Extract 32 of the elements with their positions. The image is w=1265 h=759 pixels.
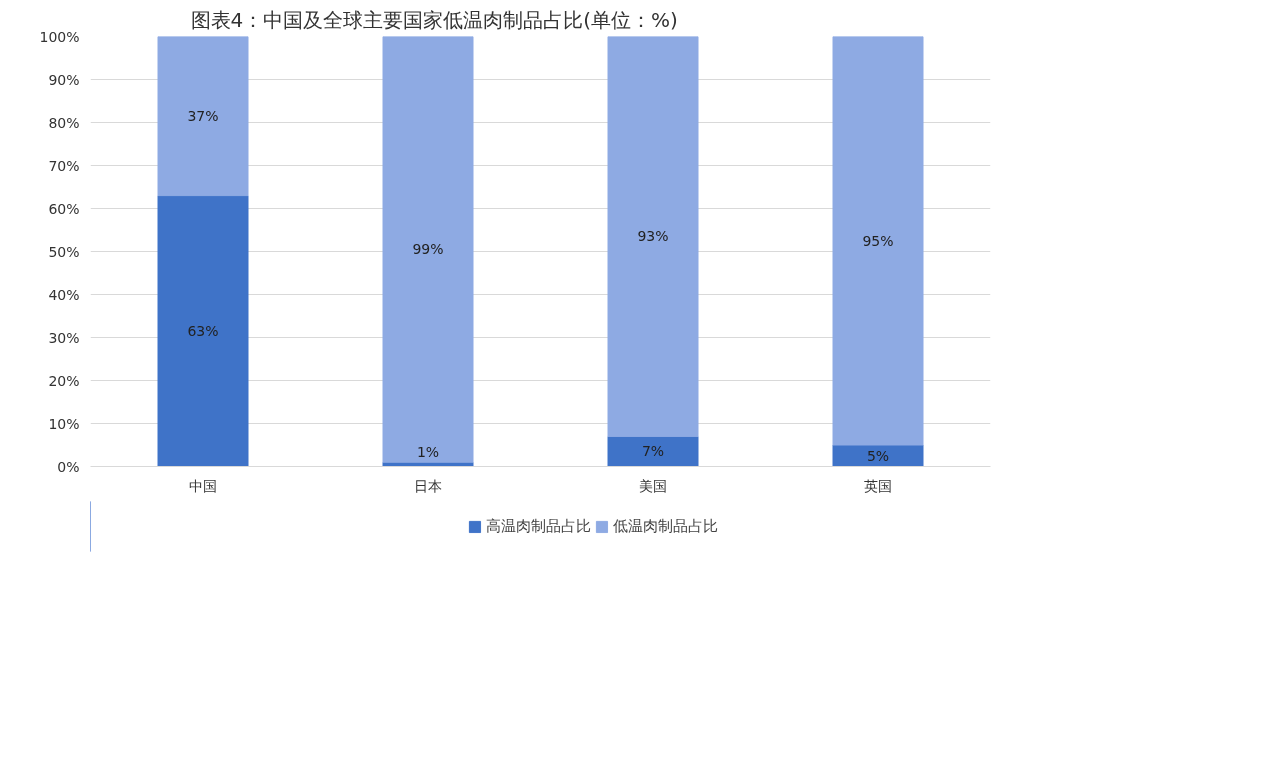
data-label: 5% — [866, 447, 890, 464]
bar — [832, 36, 924, 446]
bar — [607, 36, 699, 437]
data-label: 99% — [412, 241, 444, 258]
y-tick-label: 70% — [48, 157, 80, 174]
bar — [607, 435, 699, 467]
data-label: 37% — [187, 108, 219, 125]
y-tick-label: 10% — [48, 415, 80, 432]
chart-title: 图表4：中国及全球主要国家低温肉制品占比(单位：%) — [190, 7, 678, 32]
data-label: 95% — [862, 232, 894, 249]
x-tick-label: 日本 — [414, 477, 442, 494]
y-tick-label: 30% — [48, 329, 80, 346]
bar — [382, 36, 474, 463]
x-tick-label: 中国 — [189, 477, 217, 494]
y-tick-label: 80% — [48, 114, 80, 131]
y-tick-label: 40% — [48, 286, 80, 303]
y-tick-label: 0% — [57, 458, 80, 475]
legend-label: 低温肉制品占比 — [613, 516, 718, 536]
y-tick-label: 90% — [48, 71, 80, 88]
data-label: 1% — [416, 444, 440, 461]
legend-label: 高温肉制品占比 — [486, 516, 591, 536]
y-tick-label: 60% — [48, 200, 80, 217]
data-label: 93% — [637, 228, 669, 245]
data-label: 7% — [641, 443, 665, 460]
bar — [157, 195, 249, 467]
x-tick-label: 英国 — [864, 477, 892, 494]
y-tick-label: 50% — [48, 243, 80, 260]
bar — [157, 36, 249, 197]
x-tick-label: 美国 — [639, 477, 667, 494]
data-label: 63% — [187, 323, 219, 340]
y-tick-label: 20% — [48, 372, 80, 389]
y-tick-label: 100% — [39, 28, 80, 45]
